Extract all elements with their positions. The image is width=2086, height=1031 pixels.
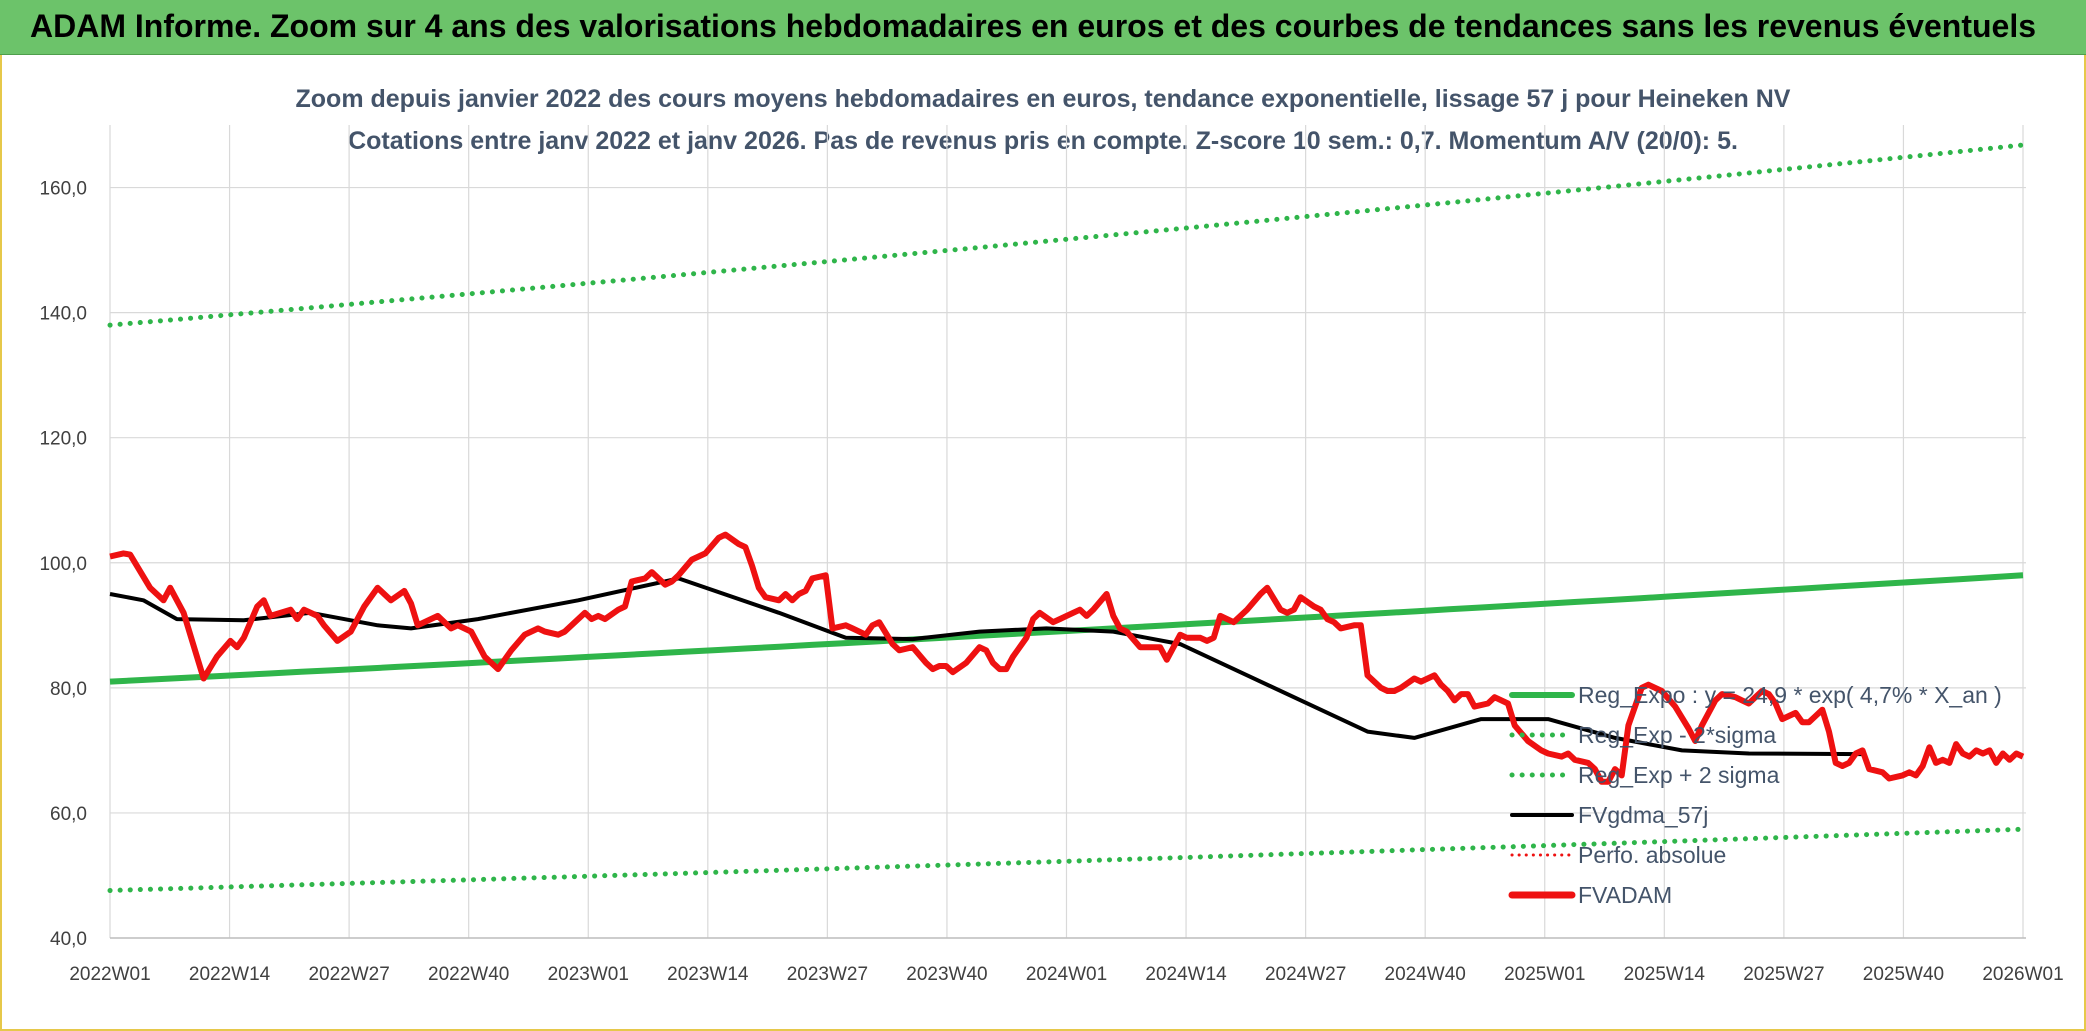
legend-label-fvadam: FVADAM: [1578, 882, 1672, 908]
x-tick-label: 2025W14: [1624, 964, 1706, 985]
series-reg-exp-plus-2-sigma: [107, 142, 2026, 328]
report-title: ADAM Informe. Zoom sur 4 ans des valoris…: [30, 8, 2036, 44]
legend-label-regplus: Reg_Exp + 2 sigma: [1578, 762, 1780, 788]
x-tick-label: 2024W27: [1265, 964, 1346, 985]
chart-title-line-2: Cotations entre janv 2022 et janv 2026. …: [348, 127, 1738, 155]
x-tick-label: 2023W27: [787, 964, 868, 985]
series-fvgdma-57j: [109, 576, 1863, 757]
y-tick-label: 100,0: [39, 554, 87, 575]
legend-label-regminus: Reg_Exp - 2*sigma: [1578, 722, 1776, 748]
chart-title-line-1: Zoom depuis janvier 2022 des cours moyen…: [295, 85, 1791, 113]
x-tick-label: 2023W14: [667, 964, 749, 985]
x-tick-label: 2025W01: [1504, 964, 1585, 985]
x-tick-label: 2024W14: [1145, 964, 1227, 985]
x-tick-label: 2026W01: [1982, 964, 2063, 985]
x-tick-label: 2024W40: [1385, 964, 1466, 985]
series-fvadam: [109, 531, 2025, 785]
x-tick-label: 2025W40: [1863, 964, 1944, 985]
legend-label-regexpo: Reg_Expo : y = 24,9 * exp( 4,7% * X_an ): [1578, 682, 2002, 708]
y-tick-label: 160,0: [39, 179, 87, 200]
x-tick-label: 2024W01: [1026, 964, 1107, 985]
y-tick-label: 60,0: [50, 804, 87, 825]
y-tick-label: 40,0: [50, 929, 87, 950]
legend-label-perfo: Perfo. absolue: [1578, 842, 1726, 868]
y-tick-label: 120,0: [39, 429, 87, 450]
x-tick-label: 2023W40: [906, 964, 987, 985]
series-reg-exp-minus-2-sigma: [107, 826, 2026, 893]
legend-label-fvgdma: FVgdma_57j: [1578, 802, 1708, 828]
y-tick-label: 80,0: [50, 679, 87, 700]
x-tick-label: 2022W40: [428, 964, 509, 985]
y-tick-label: 140,0: [39, 304, 87, 325]
x-tick-label: 2023W01: [548, 964, 629, 985]
x-tick-label: 2025W27: [1743, 964, 1824, 985]
x-tick-label: 2022W14: [189, 964, 271, 985]
x-tick-label: 2022W27: [308, 964, 389, 985]
report-banner: ADAM Informe. Zoom sur 4 ans des valoris…: [0, 0, 2086, 55]
x-tick-label: 2022W01: [69, 964, 150, 985]
